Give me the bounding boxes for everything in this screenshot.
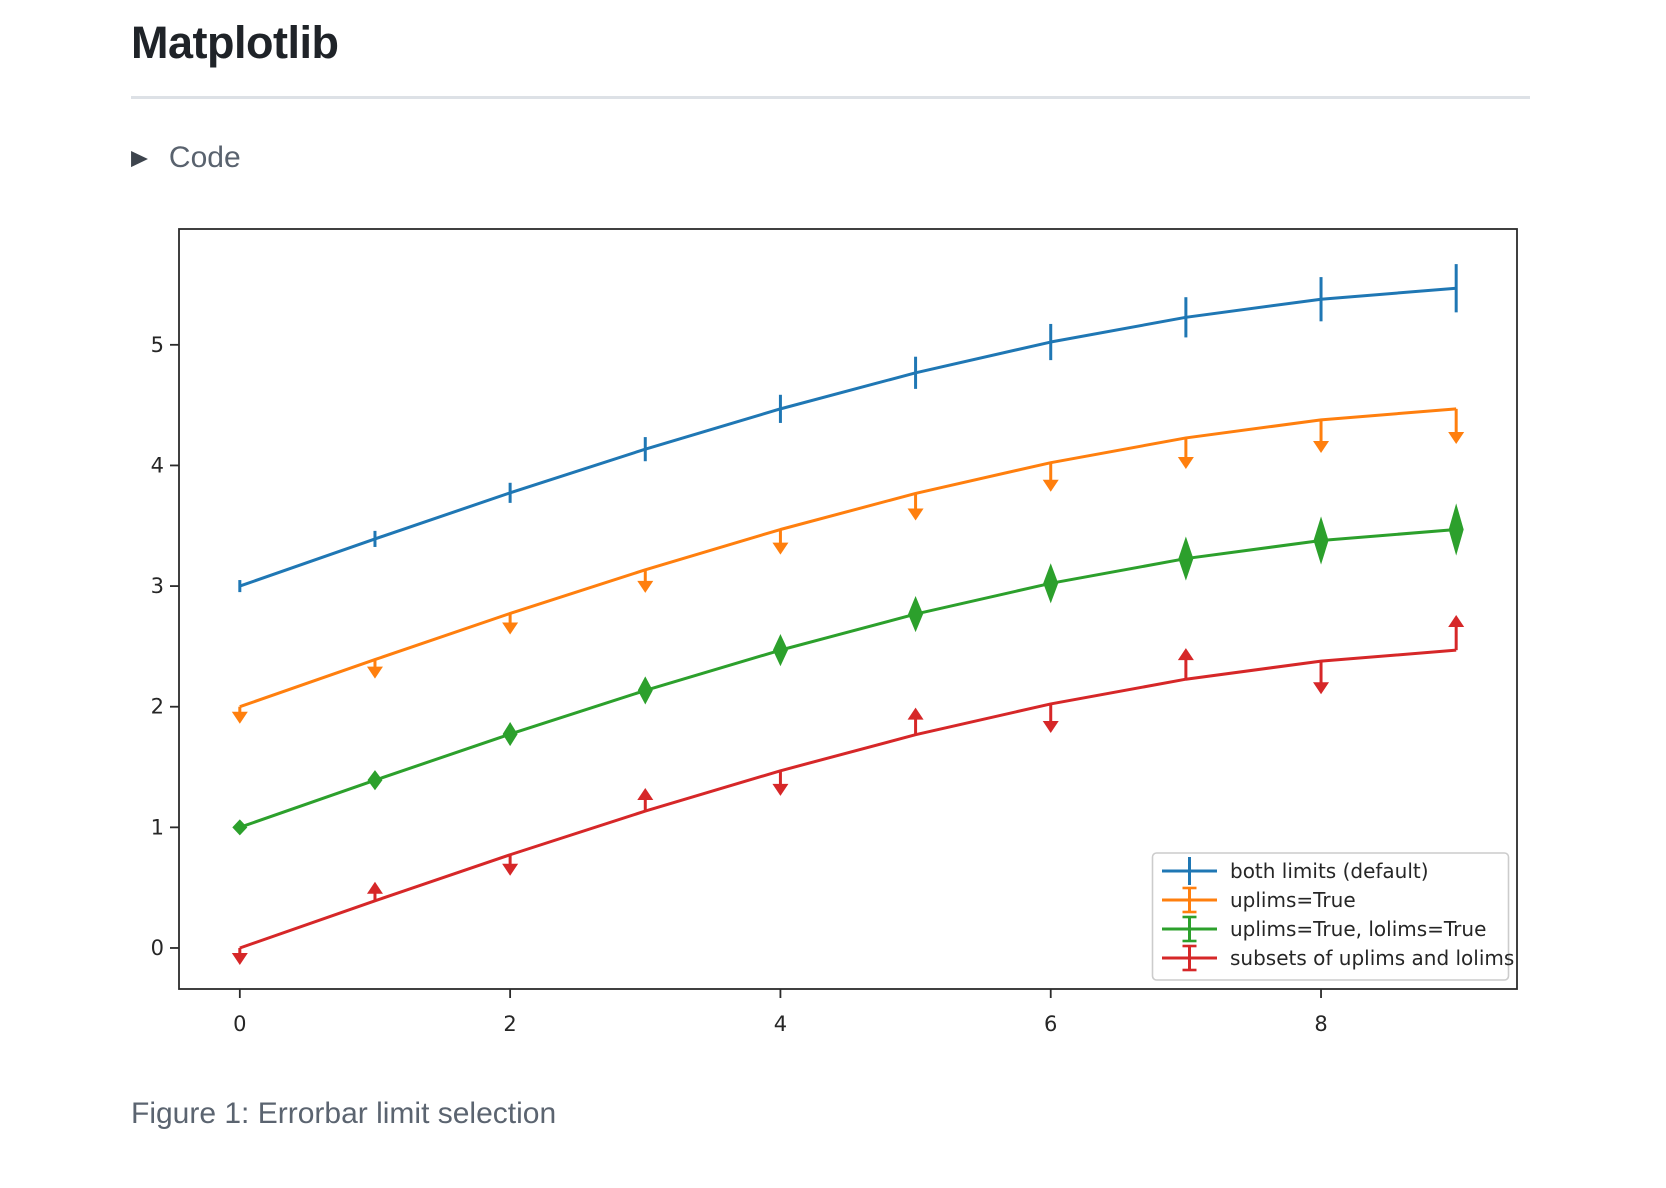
caret-down-marker: [1042, 479, 1059, 492]
caret-up-marker: [907, 707, 924, 720]
caret-down-marker: [231, 953, 248, 966]
code-toggle-label: Code: [168, 141, 241, 174]
main-content: Matplotlib ▶ Code 0 2 4 6 8 0 1 2 3 4 5 both limits…: [0, 16, 1666, 1131]
legend-entry: uplims=True: [1162, 886, 1356, 914]
legend-entry: subsets of uplims and lolims: [1162, 944, 1514, 972]
errorbar-chart: 0 2 4 6 8 0 1 2 3 4 5 both limits (default) uplims=T…: [151, 228, 1518, 1036]
double-caret-marker: [1178, 536, 1194, 581]
caret-down-marker: [366, 666, 383, 679]
caret-down-marker: [231, 711, 248, 724]
caret-up-marker: [637, 788, 654, 800]
double-caret-marker: [502, 722, 518, 747]
legend-entry: uplims=True, lolims=True: [1162, 915, 1486, 943]
caret-down-marker: [502, 863, 519, 876]
series-line-0: [239, 286, 1457, 588]
title-divider: [131, 96, 1530, 99]
caret-down-marker: [772, 783, 789, 796]
series-line-3: [239, 648, 1457, 950]
page-title: Matplotlib: [131, 17, 339, 68]
double-caret-marker: [367, 770, 383, 791]
code-toggle[interactable]: ▶ Code: [131, 141, 291, 175]
legend-entry: both limits (default): [1162, 857, 1429, 885]
triangle-right-icon: ▶: [131, 145, 148, 170]
x-tick-label: 4: [774, 1012, 787, 1036]
caret-down-marker: [772, 542, 789, 555]
series-line-1: [239, 407, 1457, 709]
legend-label: uplims=True: [1230, 888, 1356, 912]
series-line-2: [239, 528, 1457, 829]
double-caret-marker: [1313, 516, 1329, 565]
x-tick-label: 2: [503, 1012, 516, 1036]
x-tick-label: 6: [1044, 1012, 1057, 1036]
legend: both limits (default) uplims=True uplims=T…: [1151, 852, 1514, 981]
double-caret-marker: [637, 676, 653, 705]
caret-up-marker: [1448, 615, 1465, 628]
figure-caption: Figure 1: Errorbar limit selection: [131, 1097, 557, 1130]
y-tick-label: 0: [151, 936, 164, 960]
caret-down-marker: [1448, 431, 1465, 444]
y-tick-label: 2: [151, 695, 164, 719]
series-1: [231, 407, 1465, 724]
caret-down-marker: [907, 508, 924, 521]
y-tick-label: 4: [151, 453, 164, 477]
x-tick-label: 8: [1314, 1012, 1327, 1036]
caret-up-marker: [1177, 648, 1194, 661]
double-caret-marker: [1043, 563, 1059, 604]
legend-box: [1151, 852, 1510, 981]
caret-down-marker: [1177, 457, 1194, 470]
double-caret-marker: [908, 595, 924, 633]
series-3: [231, 615, 1465, 966]
caret-down-marker: [637, 580, 654, 593]
series-2: [232, 503, 1464, 836]
legend-label: uplims=True, lolims=True: [1230, 917, 1486, 941]
y-tick-label: 1: [151, 815, 164, 839]
series-0: [238, 264, 1458, 593]
double-caret-marker: [1448, 503, 1464, 556]
caret-up-marker: [366, 881, 383, 894]
x-tick-label: 0: [233, 1012, 246, 1036]
figure: 0 2 4 6 8 0 1 2 3 4 5 both limits (default) uplims=T…: [131, 201, 1666, 1131]
caret-down-marker: [502, 622, 519, 635]
y-tick-label: 5: [151, 333, 164, 357]
double-caret-marker: [232, 819, 248, 836]
caret-down-marker: [1313, 682, 1330, 695]
legend-label: subsets of uplims and lolims: [1230, 946, 1514, 970]
plot-border: [178, 228, 1518, 990]
double-caret-marker: [772, 634, 788, 667]
caret-down-marker: [1042, 721, 1059, 734]
caret-down-marker: [1313, 440, 1330, 453]
legend-label: both limits (default): [1230, 859, 1429, 883]
y-tick-label: 3: [151, 574, 164, 598]
axes-ticks: 0 2 4 6 8 0 1 2 3 4 5: [151, 333, 1328, 1036]
